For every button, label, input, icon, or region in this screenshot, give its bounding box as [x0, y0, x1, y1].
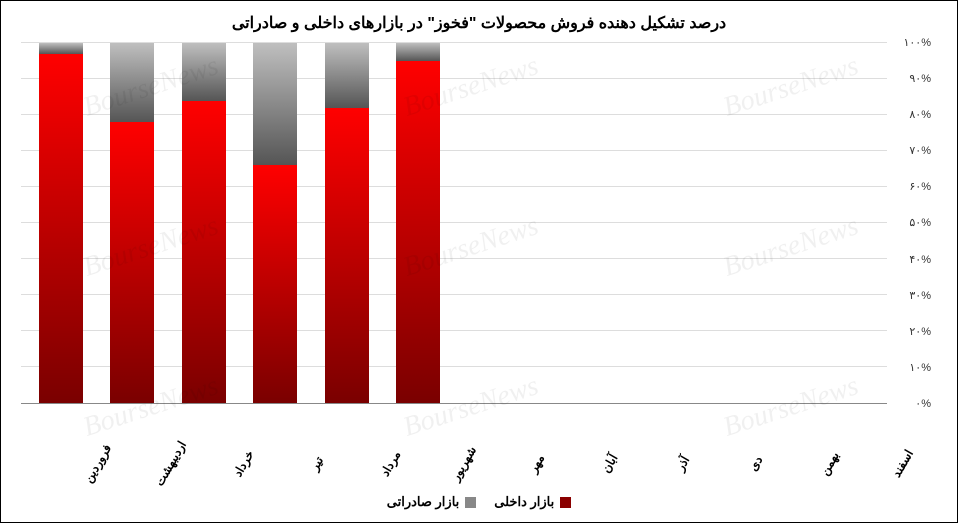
bar	[39, 43, 83, 403]
bar-slot	[383, 43, 455, 403]
bar-segment-export	[182, 43, 226, 101]
bar-segment-domestic	[182, 101, 226, 403]
chart-container: درصد تشکیل دهنده فروش محصولات "فخوز" در …	[0, 0, 958, 523]
bar-slot	[812, 43, 884, 403]
bar-segment-export	[110, 43, 154, 122]
plot-area	[21, 43, 887, 404]
bar	[110, 43, 154, 403]
chart-title: درصد تشکیل دهنده فروش محصولات "فخوز" در …	[21, 13, 937, 33]
bar-segment-domestic	[396, 61, 440, 403]
bar-segment-domestic	[110, 122, 154, 403]
bar	[253, 43, 297, 403]
bar-slot	[526, 43, 598, 403]
bar-segment-export	[325, 43, 369, 108]
bar-slot	[454, 43, 526, 403]
bar-segment-domestic	[253, 165, 297, 403]
bar-slot	[97, 43, 169, 403]
bar-slot	[669, 43, 741, 403]
bar-slot	[740, 43, 812, 403]
bar-slot	[240, 43, 312, 403]
bar-segment-domestic	[39, 54, 83, 403]
bar-slot	[311, 43, 383, 403]
legend-item: بازار صادراتی	[387, 494, 477, 510]
bar-slot	[597, 43, 669, 403]
x-axis-labels: فروردیناردیبهشتخردادتیرمردادشهریورمهرآبا…	[51, 460, 937, 474]
legend-item: بازار داخلی	[494, 494, 571, 510]
bar-segment-export	[253, 43, 297, 165]
bar	[182, 43, 226, 403]
bar-slot	[168, 43, 240, 403]
bar-segment-export	[396, 43, 440, 61]
bar	[325, 43, 369, 403]
y-axis: ۱۰۰% ۹۰% ۸۰% ۷۰% ۶۰% ۵۰% ۴۰% ۳۰% ۲۰% ۱۰%…	[887, 43, 937, 494]
bar-slot	[25, 43, 97, 403]
bar	[396, 43, 440, 403]
legend-swatch-icon	[560, 497, 571, 508]
legend-swatch-icon	[465, 497, 476, 508]
bars-group	[21, 43, 887, 403]
bar-segment-domestic	[325, 108, 369, 403]
bar-segment-export	[39, 43, 83, 54]
chart-area: ۱۰۰% ۹۰% ۸۰% ۷۰% ۶۰% ۵۰% ۴۰% ۳۰% ۲۰% ۱۰%…	[21, 43, 937, 494]
